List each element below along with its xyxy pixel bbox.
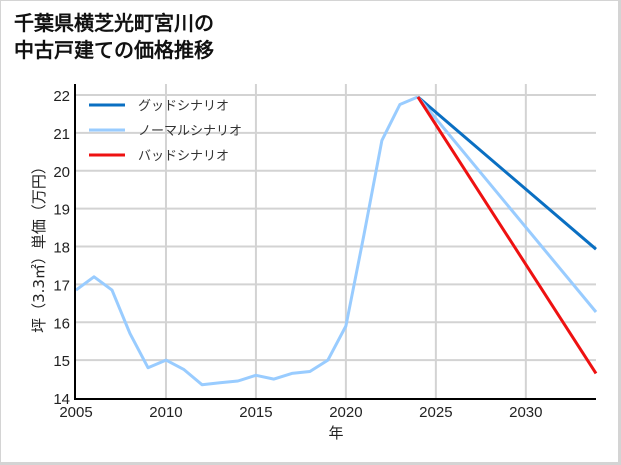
y-tick-label: 19 (53, 202, 70, 219)
series-line (416, 96, 598, 375)
y-tick-label: 17 (53, 277, 70, 294)
gridlines (76, 84, 596, 398)
x-tick-label: 2025 (419, 404, 452, 421)
y-tick-label: 20 (53, 164, 70, 181)
legend-label: バッドシナリオ (138, 149, 229, 164)
tick-labels: 14 15 16 17 18 19 20 21 22 2005 2010 2015 2020 2025 20… (53, 88, 542, 421)
y-tick-label: 14 (53, 391, 70, 408)
series-line (75, 95, 419, 387)
series-lines (75, 95, 598, 387)
y-axis-label: 坪（3.3㎡）単価（万円） (30, 159, 48, 333)
x-axis-label: 年 (328, 424, 343, 442)
x-tick-label: 2030 (509, 404, 542, 421)
y-tick-label: 16 (53, 315, 70, 332)
x-tick-label: 2015 (239, 404, 272, 421)
y-tick-label: 21 (53, 126, 70, 143)
x-tick-label: 2005 (59, 404, 92, 421)
x-tick-label: 2010 (149, 404, 182, 421)
series-line (416, 95, 598, 313)
legend-label: ノーマルシナリオ (138, 124, 242, 139)
legend-label: グッドシナリオ (138, 99, 229, 114)
axes (74, 84, 596, 400)
x-tick-label: 2020 (329, 404, 362, 421)
series-line (416, 95, 597, 251)
y-tick-label: 15 (53, 353, 70, 370)
chart-title-line1: 千葉県横芝光町宮川の (14, 11, 214, 35)
chart-title: 千葉県横芝光町宮川の 中古戸建ての価格推移 (14, 10, 214, 64)
chart-title-line2: 中古戸建ての価格推移 (14, 38, 214, 62)
y-tick-label: 22 (53, 88, 70, 105)
y-tick-label: 18 (53, 240, 70, 257)
